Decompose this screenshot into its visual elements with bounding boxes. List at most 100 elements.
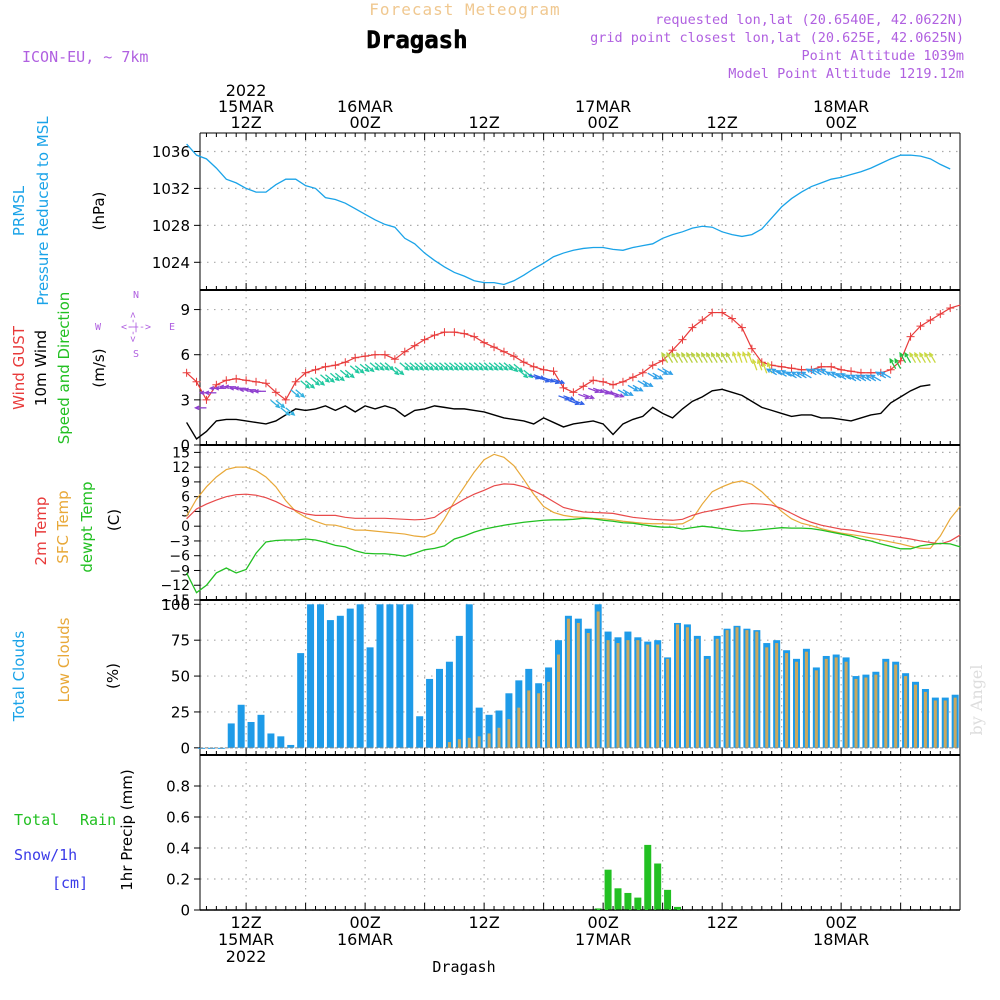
wind-arrow-shaft — [573, 399, 584, 405]
rain-bar — [634, 897, 642, 910]
wind-arrow-shaft — [627, 384, 638, 392]
wind-arrow-head — [800, 371, 806, 376]
wind-arrow-head — [765, 368, 772, 373]
y-tick-label: 12 — [172, 460, 190, 476]
compass-n: N — [133, 290, 139, 301]
wind-arrow-shaft — [453, 362, 464, 371]
wind-arrow-head — [865, 374, 871, 379]
bottom-time-label: 15MAR — [218, 930, 274, 949]
wind-arrow — [488, 362, 499, 371]
wind-arrow-head — [503, 365, 509, 371]
wind-arrow — [715, 351, 723, 364]
gust-marker — [400, 347, 409, 356]
wind-arrow — [339, 369, 350, 379]
wind-arrow-shaft — [681, 352, 688, 364]
wind-arrow-shaft — [657, 368, 668, 375]
low-cloud-bar — [447, 742, 451, 748]
wind-arrow-head — [623, 391, 629, 397]
wind-label-10m: 10m Wind — [32, 330, 50, 406]
wind-arrow-shaft — [861, 374, 872, 382]
gust-marker — [618, 377, 627, 386]
low-cloud-bar — [864, 677, 868, 748]
wind-arrow — [710, 351, 718, 364]
total-cloud-bar — [346, 608, 354, 748]
gust-marker — [460, 329, 469, 338]
point-altitude: Point Altitude 1039m — [801, 48, 964, 64]
wind-arrow-head — [914, 351, 919, 358]
gust-marker — [847, 367, 856, 376]
gust-marker — [708, 308, 717, 317]
wind-arrow-head — [409, 365, 415, 371]
wind-arrow-head — [589, 394, 596, 400]
wind-arrow-shaft — [513, 363, 523, 372]
bottom-time-label: 16MAR — [337, 930, 393, 949]
total-cloud-bar — [445, 661, 453, 748]
y-tick-label: 75 — [171, 632, 190, 650]
wind-arrow-shaft — [671, 352, 679, 364]
wind-arrow — [874, 371, 887, 379]
wind-arrow — [929, 351, 936, 364]
gust-marker — [271, 388, 280, 397]
precip-label-rain: Rain — [80, 811, 116, 829]
wind-arrow-shaft — [919, 352, 926, 364]
wind-arrow-head — [433, 365, 440, 371]
gust-marker — [450, 328, 459, 337]
wind-arrow-shaft — [781, 370, 792, 377]
wind-label-dir: Speed and Direction — [55, 292, 73, 445]
wind-arrow-head — [710, 351, 716, 358]
wind-arrow-head — [648, 382, 654, 388]
wind-arrow-shaft — [548, 378, 560, 384]
top-time-label: 12Z — [468, 113, 499, 132]
low-cloud-bar — [874, 674, 878, 748]
wind-arrow-shaft — [558, 395, 570, 401]
wind-arrow-head — [399, 370, 405, 376]
wind-arrow — [850, 374, 862, 382]
total-cloud-bar — [475, 707, 483, 748]
wind-arrow-shaft — [439, 362, 449, 371]
wind-arrow — [379, 362, 390, 371]
low-cloud-bar — [527, 690, 531, 748]
wind-arrow-shaft — [870, 374, 882, 382]
wind-arrow-head — [737, 350, 742, 357]
wind-arrow-shaft — [374, 362, 384, 371]
wind-arrow-shaft — [285, 407, 295, 416]
wind-arrow-shaft — [666, 352, 674, 364]
wind-arrow-shaft — [771, 368, 782, 376]
wind-arrow — [756, 358, 763, 371]
bottom-time-label: 00Z — [587, 913, 618, 932]
wind-arrow — [320, 374, 331, 383]
wind-arrow-head — [671, 351, 676, 358]
wind-arrow — [720, 351, 728, 364]
gust-marker — [569, 388, 578, 397]
requested-coords: requested lon,lat (20.6540E, 42.0622N) — [655, 12, 964, 28]
wind-arrow — [800, 371, 812, 379]
gust-marker — [688, 323, 697, 332]
wind-arrow-shaft — [662, 368, 673, 375]
bottom-time-label: 12Z — [230, 913, 261, 932]
wind-label-gust: Wind GUST — [10, 325, 28, 410]
wind-arrow — [344, 369, 355, 379]
gust-marker — [628, 373, 637, 382]
dewpt-line — [186, 517, 961, 594]
total-cloud-bar — [386, 604, 394, 748]
wind-arrow-head — [785, 371, 792, 376]
wind-arrow-head — [805, 368, 811, 373]
wind-arrow — [790, 371, 802, 379]
wind-arrow-shaft — [612, 392, 624, 398]
gust-marker — [361, 352, 370, 361]
wind-arrow-shaft — [622, 389, 633, 396]
wind-arrow-head — [840, 373, 846, 378]
compass-e: E — [169, 322, 175, 333]
wind-arrow-head — [705, 351, 711, 358]
wind-arrow-shaft — [711, 352, 718, 364]
wind-arrow — [637, 380, 649, 388]
precip-label-cm: [cm] — [52, 874, 88, 892]
wind-arrow — [374, 362, 385, 371]
wind-arrow — [681, 351, 688, 364]
wind-arrow — [434, 362, 445, 371]
wind-arrow-head — [334, 376, 340, 382]
precip-ylabel: 1hr Precip (mm) — [118, 769, 136, 890]
low-cloud-bar — [606, 640, 610, 748]
wind-arrow — [732, 350, 738, 363]
gust-marker — [490, 343, 499, 352]
